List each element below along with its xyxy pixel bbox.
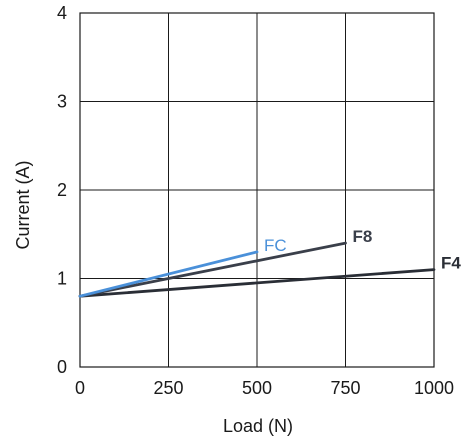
- y-tick-label: 4: [57, 3, 67, 23]
- y-tick-label: 2: [57, 180, 67, 200]
- y-tick-label: 3: [57, 92, 67, 112]
- series-label-f4: F4: [441, 254, 461, 273]
- plot-frame: [79, 12, 435, 368]
- x-tick-label: 0: [75, 378, 85, 398]
- x-tick-label: 750: [330, 378, 360, 398]
- series-layer: [78, 241, 436, 298]
- series-line-f8: [78, 241, 347, 298]
- series-line-f4: [78, 268, 436, 298]
- x-axis-title: Load (N): [223, 416, 293, 436]
- y-tick-label: 1: [57, 269, 67, 289]
- series-label-fc: FC: [264, 236, 287, 255]
- series-line-fc: [78, 250, 259, 298]
- x-tick-label: 250: [153, 378, 183, 398]
- grid: [79, 12, 435, 368]
- x-tick-label: 500: [242, 378, 272, 398]
- y-axis-title: Current (A): [13, 160, 33, 249]
- series-label-f8: F8: [353, 227, 373, 246]
- x-tick-label: 1000: [414, 378, 454, 398]
- y-tick-label: 0: [57, 357, 67, 377]
- label-layer: 0 250 500 750 1000 0 1 2 3 4 Load (N) Current (A) FC…: [13, 3, 461, 436]
